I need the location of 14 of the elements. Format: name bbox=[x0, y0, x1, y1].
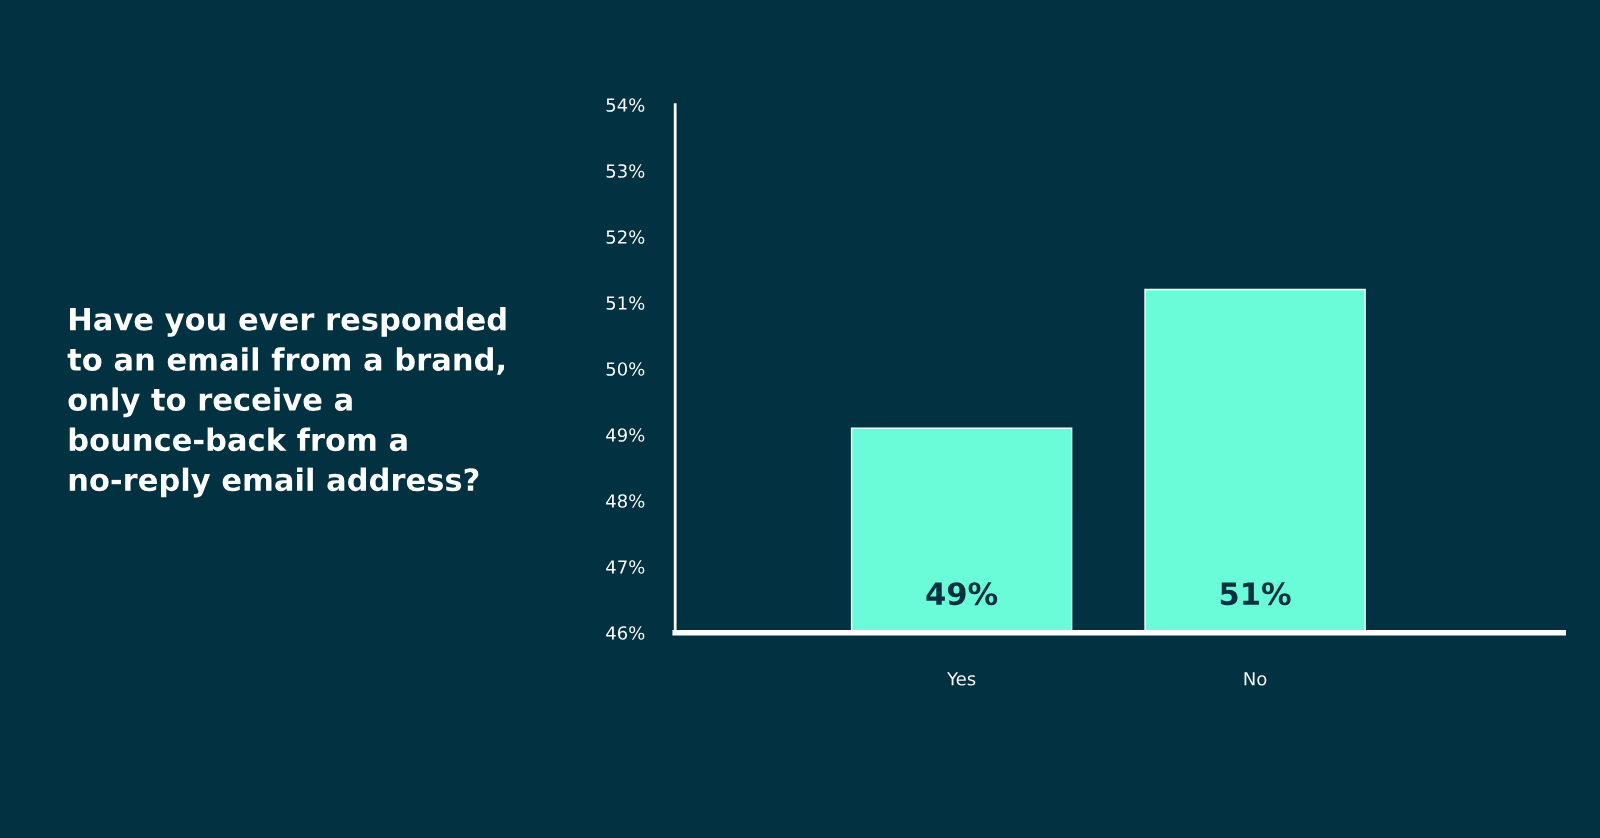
y-tick-label: 48% bbox=[606, 494, 645, 508]
y-tick-label: 49% bbox=[606, 428, 645, 442]
y-tick-label: 53% bbox=[606, 164, 645, 178]
data-label: 49% bbox=[926, 582, 998, 606]
x-tick-label: No bbox=[1244, 672, 1267, 686]
y-tick-label: 47% bbox=[606, 560, 645, 574]
x-tick-label: Yes bbox=[947, 672, 976, 686]
y-tick-label: 52% bbox=[606, 230, 645, 244]
data-label: 51% bbox=[1220, 582, 1291, 606]
y-tick-label: 50% bbox=[606, 362, 645, 376]
y-tick-label: 54% bbox=[606, 98, 645, 112]
text: Have you ever responded to an email from a brand, only to receive a bounce-back from a no-reply email address? bbox=[67, 307, 506, 498]
y-tick-label: 46% bbox=[606, 626, 645, 640]
y-tick-label: 51% bbox=[606, 296, 645, 310]
